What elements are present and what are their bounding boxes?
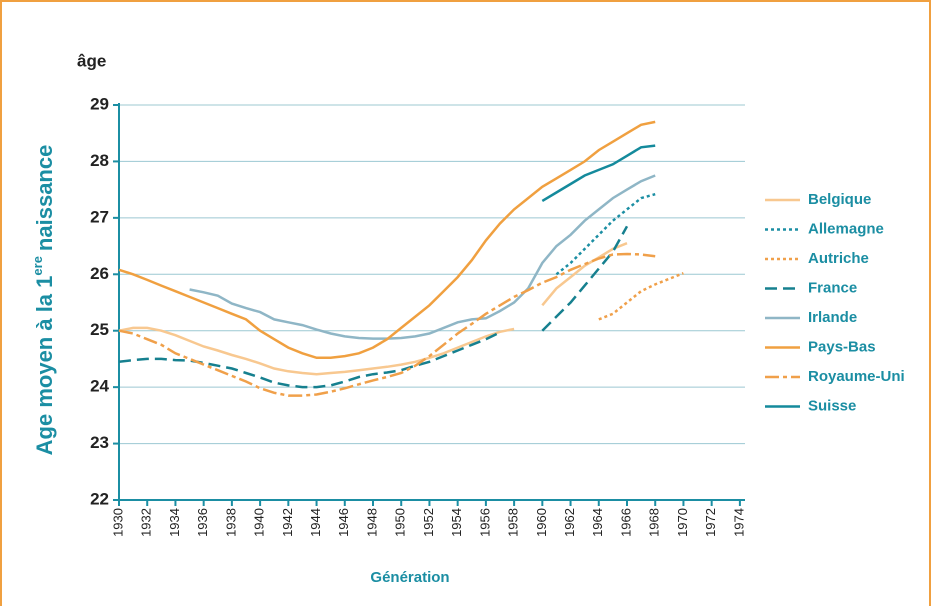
x-tick-label: 1958 — [506, 508, 521, 537]
x-tick-label: 1954 — [449, 508, 464, 537]
x-tick-label: 1970 — [675, 508, 690, 537]
legend-label: Allemagne — [808, 220, 884, 237]
x-tick-label: 1934 — [167, 508, 182, 537]
x-tick-label: 1962 — [562, 508, 577, 537]
x-tick-label: 1944 — [308, 508, 323, 537]
y-tick-label: 23 — [90, 433, 109, 452]
x-tick-label: 1948 — [364, 508, 379, 537]
series-line — [555, 192, 656, 276]
y-label-part: naissance — [32, 145, 57, 251]
y-tick-label: 24 — [90, 377, 109, 396]
x-tick-label: 1952 — [421, 508, 436, 537]
x-tick-label: 1966 — [618, 508, 633, 537]
legend-label: Belgique — [808, 191, 871, 208]
series-line — [118, 120, 656, 360]
y-tick-label: 22 — [90, 489, 109, 508]
x-tick-label: 1930 — [110, 508, 125, 537]
x-axis-label: Génération — [370, 569, 449, 586]
series-line — [118, 242, 628, 376]
x-tick-label: 1946 — [336, 508, 351, 537]
x-tick-label: 1938 — [223, 508, 238, 537]
y-tick-label: 28 — [90, 151, 109, 170]
unit-label: âge — [77, 51, 106, 70]
y-tick-label: 29 — [90, 94, 109, 113]
y-tick-label: 26 — [90, 264, 109, 283]
legend-label: Pays-Bas — [808, 338, 876, 355]
x-tick-label: 1942 — [280, 508, 295, 537]
x-tick-label: 1968 — [647, 508, 662, 537]
legend-label: Irlande — [808, 309, 857, 326]
series-line — [189, 174, 656, 340]
series-line — [118, 252, 656, 397]
legend-label: Suisse — [808, 397, 856, 414]
series-line — [598, 272, 684, 321]
y-label-sup: ere — [30, 256, 45, 276]
x-tick-label: 1974 — [731, 508, 746, 537]
x-tick-label: 1964 — [590, 508, 605, 537]
x-tick-label: 1960 — [534, 508, 549, 537]
x-tick-label: 1936 — [195, 508, 210, 537]
x-tick-label: 1932 — [139, 508, 154, 537]
y-tick-label: 25 — [90, 320, 109, 339]
series-line — [118, 225, 629, 389]
y-label-part: Age moyen à la 1 — [32, 276, 57, 456]
x-tick-label: 1972 — [703, 508, 718, 537]
series-line — [541, 144, 656, 202]
legend-label: Royaume-Uni — [808, 368, 905, 385]
legend-label: France — [808, 279, 857, 296]
x-tick-label: 1950 — [393, 508, 408, 537]
x-tick-label: 1956 — [477, 508, 492, 537]
x-tick-label: 1940 — [252, 508, 267, 537]
y-tick-label: 27 — [90, 207, 109, 226]
y-axis-label: Age moyen à la 1ere naissance — [30, 145, 56, 456]
legend-label: Autriche — [808, 250, 869, 267]
